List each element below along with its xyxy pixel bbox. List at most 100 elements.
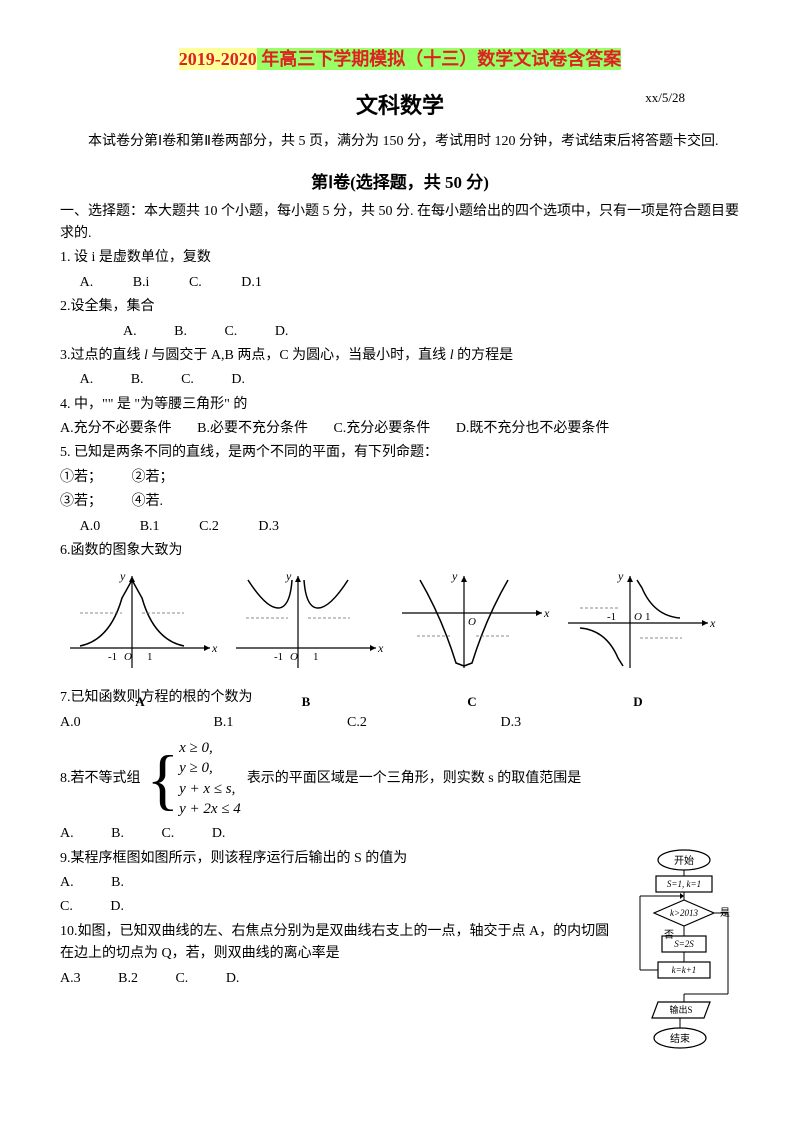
- subtitle-row: 文科数学 xx/5/28: [60, 88, 740, 123]
- svg-text:x: x: [211, 641, 218, 655]
- q9-q10-container: 9.某程序框图如图所示，则该程序运行后输出的 S 的值为 A. B. C. D.…: [60, 848, 740, 1086]
- q3-d: D.: [231, 369, 245, 391]
- q7-b: B.1: [214, 712, 344, 734]
- graph-a-label: A: [60, 692, 220, 713]
- svg-text:O: O: [634, 611, 642, 623]
- q5-d: D.3: [258, 516, 279, 538]
- svg-text:x: x: [543, 606, 550, 620]
- q7-c: C.2: [347, 712, 497, 734]
- q4-text: 4. 中，"" 是 "为等腰三角形" 的: [60, 394, 740, 416]
- q7-options: A.0 B.1 C.2 D.3: [60, 712, 740, 734]
- q8-options: A. B. C. D.: [60, 823, 740, 845]
- q5-sub1: ①若； ②若；: [60, 467, 740, 489]
- q2-b: B.: [174, 321, 187, 343]
- subtitle: 文科数学: [356, 88, 444, 123]
- q5-text: 5. 已知是两条不同的直线，是两个不同的平面，有下列命题：: [60, 442, 740, 464]
- q2-text: 2.设全集，集合: [60, 296, 740, 318]
- q10-b: B.2: [118, 971, 138, 986]
- q5-c: C.2: [199, 516, 219, 538]
- q8-b: B.: [111, 826, 124, 841]
- svg-text:1: 1: [313, 651, 319, 663]
- q5-b: B.1: [140, 516, 160, 538]
- q1-options: A. B.i C. D.1: [80, 272, 740, 294]
- q5-a: A.0: [80, 516, 101, 538]
- svg-text:k=k+1: k=k+1: [672, 965, 697, 975]
- q8-l2: y ≥ 0,: [179, 758, 241, 778]
- q10-text: 10.如图，已知双曲线的左、右焦点分别为是双曲线右支上的一点，轴交于点 A，的内…: [60, 921, 622, 966]
- q10-d: D.: [226, 971, 240, 986]
- q8-l1: x ≥ 0,: [179, 738, 241, 758]
- svg-text:y: y: [617, 569, 624, 583]
- q9-options: A. B.: [60, 872, 622, 894]
- q1-b: B.i: [133, 272, 150, 294]
- svg-text:否: 否: [664, 929, 674, 941]
- q4-d: D.既不充分也不必要条件: [456, 421, 610, 436]
- title-year: 2019-2020: [179, 48, 257, 70]
- date: xx/5/28: [645, 88, 685, 109]
- svg-text:-1: -1: [108, 651, 117, 663]
- svg-text:S=1, k=1: S=1, k=1: [667, 879, 701, 889]
- svg-text:-1: -1: [607, 611, 616, 623]
- q3-a: A.: [80, 369, 94, 391]
- q4-b: B.必要不充分条件: [197, 421, 308, 436]
- q8-row: 8.若不等式组 { x ≥ 0, y ≥ 0, y + x ≤ s, y + 2…: [60, 738, 740, 819]
- q9-options2: C. D.: [60, 896, 622, 918]
- graph-b: x y -1 1 O B: [226, 568, 386, 683]
- q2-c: C.: [224, 321, 237, 343]
- graph-c: x y O C: [392, 568, 552, 683]
- svg-text:O: O: [124, 651, 132, 663]
- svg-text:x: x: [709, 616, 716, 630]
- q6-text: 6.函数的图象大致为: [60, 540, 740, 562]
- q7-a: A.0: [60, 712, 210, 734]
- q1-d: D.1: [241, 272, 262, 294]
- svg-text:开始: 开始: [674, 854, 694, 867]
- svg-text:1: 1: [147, 651, 153, 663]
- q10-a: A.3: [60, 971, 81, 986]
- q1-text: 1. 设 i 是虚数单位，复数: [60, 247, 740, 269]
- graph-c-label: C: [392, 692, 552, 713]
- title-rest: 年高三下学期模拟（十三）数学文试卷含答案: [257, 48, 622, 70]
- section-title: 第Ⅰ卷(选择题，共 50 分): [60, 169, 740, 196]
- intro: 本试卷分第Ⅰ卷和第Ⅱ卷两部分，共 5 页，满分为 150 分，考试用时 120 …: [60, 131, 740, 153]
- svg-text:-1: -1: [274, 651, 283, 663]
- q3-c: C.: [181, 369, 194, 391]
- q8-l3: y + x ≤ s,: [179, 779, 241, 799]
- q2-a: A.: [123, 321, 137, 343]
- q8-pre: 8.若不等式组: [60, 768, 141, 790]
- svg-text:y: y: [285, 569, 292, 583]
- svg-text:输出S: 输出S: [669, 1004, 692, 1015]
- q3-b: B.: [131, 369, 144, 391]
- q2-d: D.: [275, 321, 289, 343]
- svg-text:结束: 结束: [670, 1032, 690, 1045]
- q1-a: A.: [80, 272, 94, 294]
- graph-d: x y -1 1 O D: [558, 568, 718, 683]
- q5-s3: ③若；: [60, 494, 102, 509]
- q5-s2: ②若；: [132, 470, 174, 485]
- q4-c: C.充分必要条件: [333, 421, 430, 436]
- q5-options: A.0 B.1 C.2 D.3: [80, 516, 740, 538]
- q7-d: D.3: [501, 715, 522, 730]
- brace-icon: {: [147, 745, 180, 813]
- q9-a: A.: [60, 875, 74, 890]
- q2-options: A. B. C. D.: [123, 321, 740, 343]
- graph-d-label: D: [558, 692, 718, 713]
- svg-text:S=2S: S=2S: [674, 939, 694, 949]
- graph-b-label: B: [226, 692, 386, 713]
- q8-c: C.: [161, 826, 174, 841]
- q10-options: A.3 B.2 C. D.: [60, 968, 622, 990]
- q9-text: 9.某程序框图如图所示，则该程序运行后输出的 S 的值为: [60, 848, 622, 870]
- svg-text:x: x: [377, 641, 384, 655]
- q9-b: B.: [111, 875, 124, 890]
- svg-text:y: y: [451, 569, 458, 583]
- q10-c: C.: [175, 971, 188, 986]
- svg-text:k>2013: k>2013: [670, 908, 699, 918]
- q4-options: A.充分不必要条件 B.必要不充分条件 C.充分必要条件 D.既不充分也不必要条…: [60, 418, 740, 440]
- q1-c: C.: [189, 272, 202, 294]
- flowchart: 开始 S=1, k=1 k>2013 否 是 S=2S k=k+1 输出S: [628, 848, 740, 1086]
- q9-d: D.: [110, 899, 124, 914]
- svg-text:1: 1: [645, 611, 651, 623]
- svg-text:O: O: [290, 651, 298, 663]
- q8-a: A.: [60, 826, 74, 841]
- q5-sub2: ③若； ④若.: [60, 491, 740, 513]
- svg-text:O: O: [468, 616, 476, 628]
